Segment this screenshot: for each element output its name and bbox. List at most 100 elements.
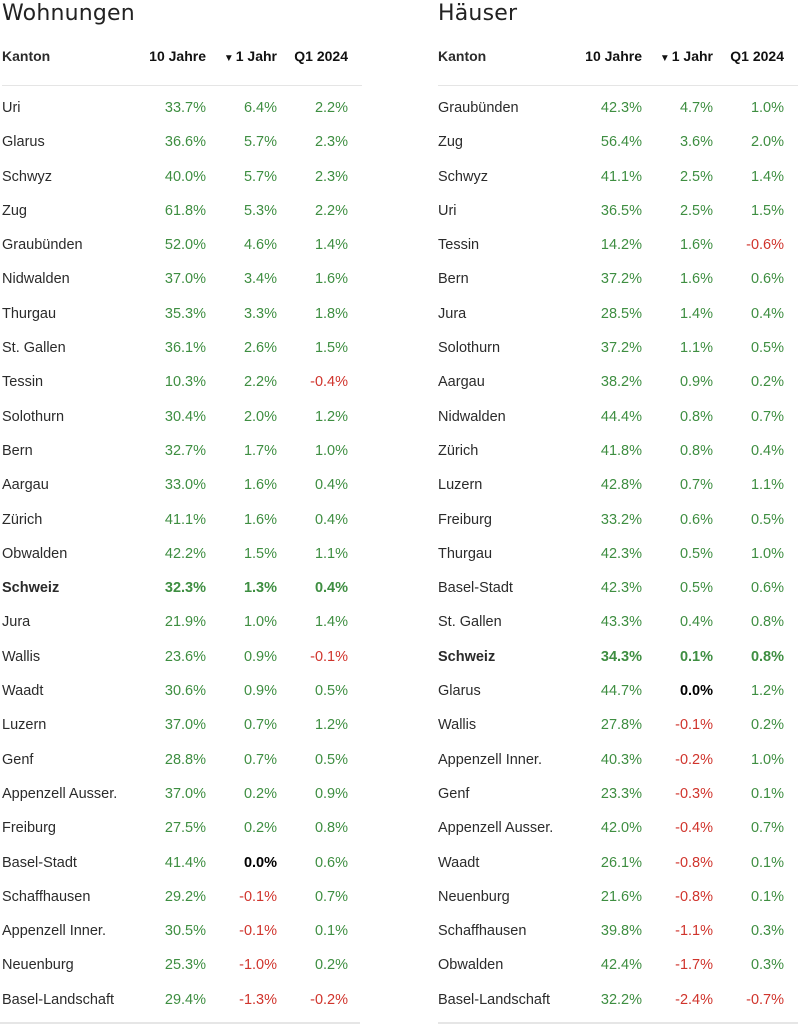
cell-10-jahre: 36.1% [164,340,206,357]
cell-1-jahr: 0.8% [679,408,713,425]
cell-10-jahre: 38.2% [600,374,642,391]
cell-10-jahre: 30.5% [164,923,206,940]
cell-q1-2024: 0.1% [750,785,784,802]
cell-q1-2024: 1.5% [314,340,348,357]
cell-q1-2024: 0.2% [750,717,784,734]
cell-1-jahr: 1.5% [243,545,277,562]
cell-kanton: Basel-Stadt [2,854,77,871]
cell-kanton: Graubünden [438,100,519,116]
cell-10-jahre: 43.3% [600,614,642,631]
cell-1-jahr: -1.0% [239,957,277,974]
table-body: Uri 33.7% 6.4% 2.2% Glarus 36.6% 5.7% 2.3% Schwy… [2,91,362,1017]
cell-kanton: Graubünden [2,237,83,254]
table-row: Basel-Landschaft 29.4% -1.3% -0.2% [2,983,362,1017]
cell-10-jahre: 42.8% [600,477,642,494]
header-q1-2024[interactable]: Q1 2024 [730,48,784,64]
cell-kanton: Zug [438,134,463,151]
cell-q1-2024: 0.4% [314,477,348,494]
cell-q1-2024: 0.1% [314,923,348,940]
cell-1-jahr: 5.3% [243,202,277,219]
cell-q1-2024: -0.2% [310,991,348,1008]
table-row: Appenzell Ausser. 37.0% 0.2% 0.9% [2,777,362,811]
cell-q1-2024: -0.4% [310,374,348,391]
cell-kanton: Aargau [438,374,485,391]
cell-q1-2024: -0.1% [310,648,348,665]
cell-q1-2024: 1.4% [314,237,348,254]
cell-10-jahre: 26.1% [600,854,642,871]
cell-kanton: Uri [438,202,457,219]
cell-q1-2024: 0.4% [314,511,348,528]
cell-10-jahre: 27.5% [164,820,206,837]
header-1-jahr[interactable]: ▼ 1 Jahr [660,48,713,64]
cell-10-jahre: 42.4% [600,957,642,974]
cell-1-jahr: 3.6% [679,134,713,151]
cell-10-jahre: 37.2% [600,340,642,357]
cell-10-jahre: 14.2% [600,237,642,254]
table-row: Neuenburg 21.6% -0.8% 0.1% [438,880,798,914]
cell-1-jahr: 6.4% [243,100,277,116]
table-row: Zug 56.4% 3.6% 2.0% [438,125,798,159]
cell-q1-2024: 2.3% [314,168,348,185]
cell-q1-2024: 0.7% [750,408,784,425]
table-row: Glarus 44.7% 0.0% 1.2% [438,674,798,708]
cell-q1-2024: 1.5% [750,202,784,219]
cell-q1-2024: 0.7% [314,888,348,905]
cell-q1-2024: 0.7% [750,820,784,837]
cell-q1-2024: 0.2% [314,957,348,974]
cell-q1-2024: -0.6% [746,237,784,254]
cell-10-jahre: 41.4% [164,854,206,871]
cell-q1-2024: 0.8% [314,820,348,837]
cell-kanton: Schwyz [2,168,52,185]
cell-10-jahre: 25.3% [164,957,206,974]
cell-10-jahre: 32.7% [164,442,206,459]
cell-kanton: Wallis [438,717,477,734]
table-row: Solothurn 30.4% 2.0% 1.2% [2,400,362,434]
cell-10-jahre: 44.7% [600,683,642,700]
cell-10-jahre: 30.4% [164,408,206,425]
table-body: Graubünden 42.3% 4.7% 1.0% Zug 56.4% 3.6% 2.0% S… [438,91,798,1017]
header-1-jahr[interactable]: ▼ 1 Jahr [224,48,277,64]
header-10-jahre[interactable]: 10 Jahre [149,48,206,64]
cell-q1-2024: 1.6% [314,271,348,288]
cell-kanton: Jura [2,614,31,631]
cell-q1-2024: 0.6% [750,271,784,288]
cell-1-jahr: -0.1% [675,717,713,734]
cell-10-jahre: 23.3% [600,785,642,802]
cell-kanton: Appenzell Inner. [2,923,106,940]
table-row: Bern 37.2% 1.6% 0.6% [438,262,798,296]
table-title: Häuser [438,1,518,26]
header-kanton[interactable]: Kanton [2,48,51,64]
cell-1-jahr: 1.7% [243,442,277,459]
cell-1-jahr: 0.5% [679,580,713,597]
table-row: Solothurn 37.2% 1.1% 0.5% [438,331,798,365]
cell-10-jahre: 21.9% [164,614,206,631]
cell-q1-2024: 0.6% [314,854,348,871]
cell-1-jahr: 0.4% [679,614,713,631]
table-row: Basel-Landschaft 32.2% -2.4% -0.7% [438,983,798,1017]
header-kanton[interactable]: Kanton [438,48,487,64]
cell-10-jahre: 23.6% [164,648,206,665]
table-row: Thurgau 42.3% 0.5% 1.0% [438,537,798,571]
cell-10-jahre: 42.3% [600,545,642,562]
cell-q1-2024: 0.4% [750,305,784,322]
table-row: Schweiz 32.3% 1.3% 0.4% [2,571,362,605]
table-row: Jura 21.9% 1.0% 1.4% [2,605,362,639]
cell-10-jahre: 52.0% [164,237,206,254]
sort-desc-icon: ▼ [659,53,670,64]
cell-q1-2024: 0.5% [314,683,348,700]
cell-kanton: Obwalden [2,545,68,562]
cell-kanton: Genf [2,751,34,768]
cell-1-jahr: 5.7% [243,168,277,185]
header-q1-2024[interactable]: Q1 2024 [294,48,348,64]
cell-1-jahr: 5.7% [243,134,277,151]
table-row: Luzern 37.0% 0.7% 1.2% [2,708,362,742]
table-row: Graubünden 42.3% 4.7% 1.0% [438,91,798,125]
cell-1-jahr: -0.1% [239,888,277,905]
cell-kanton: Thurgau [438,545,493,562]
cell-10-jahre: 32.3% [164,580,206,597]
cell-1-jahr: 4.7% [679,100,713,116]
cell-10-jahre: 42.3% [600,100,642,116]
cell-kanton: Schaffhausen [438,923,527,940]
cell-kanton: Nidwalden [2,271,70,288]
header-10-jahre[interactable]: 10 Jahre [585,48,642,64]
